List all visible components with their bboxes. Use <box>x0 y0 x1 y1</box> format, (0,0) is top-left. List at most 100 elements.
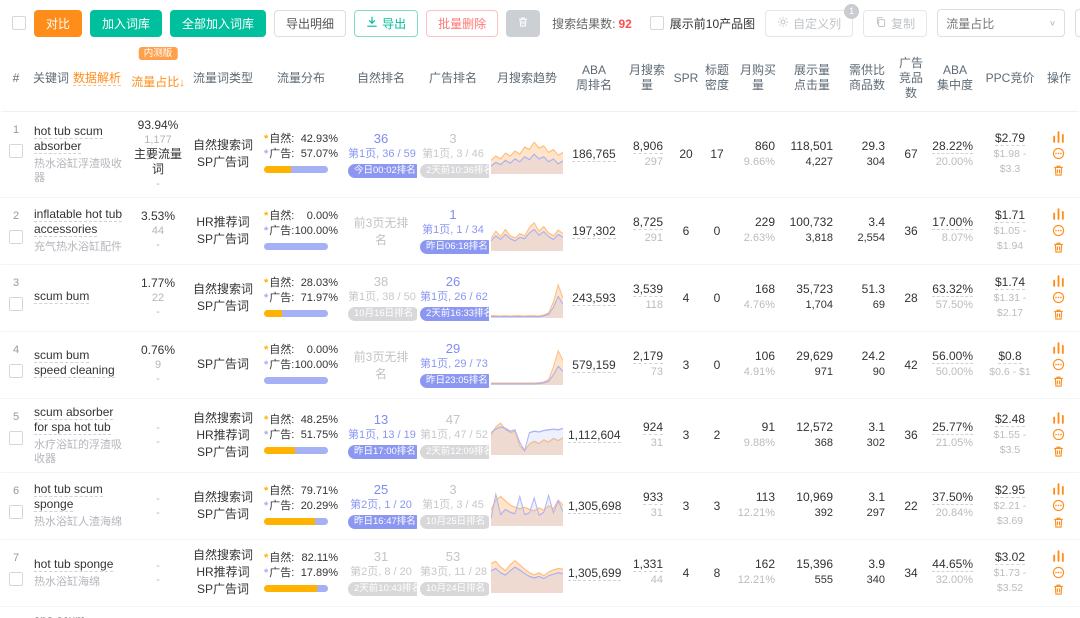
ppc-value[interactable]: $2.95 <box>994 482 1026 498</box>
more-icon[interactable] <box>1052 566 1066 580</box>
chart-icon[interactable] <box>1052 207 1066 221</box>
aba-rank-value[interactable]: 1,305,699 <box>568 565 622 581</box>
search-volume-value[interactable]: 933 <box>642 490 663 505</box>
chart-icon[interactable] <box>1052 411 1066 425</box>
chart-icon[interactable] <box>1052 482 1066 496</box>
rank-detail: 第1页, 13 / 19 <box>348 428 416 441</box>
export-detail-button[interactable]: 导出明细 <box>274 9 347 37</box>
row-checkbox[interactable] <box>9 571 23 586</box>
delete-icon[interactable] <box>1052 164 1066 178</box>
delete-icon[interactable] <box>1052 516 1066 530</box>
concentration-value[interactable]: 37.50% <box>932 490 973 505</box>
copy-button[interactable]: 复制 <box>863 9 928 37</box>
word-type-cell: 自然搜索词 HR推荐词 SP广告词 <box>189 398 257 473</box>
row-checkbox[interactable] <box>9 143 23 158</box>
concentration-value[interactable]: 25.77% <box>932 419 973 435</box>
trend-chart-cell[interactable] <box>489 331 565 399</box>
search-volume-value[interactable]: 924 <box>642 419 663 435</box>
delete-icon[interactable] <box>1052 308 1066 322</box>
ppc-value[interactable]: $0.8 <box>998 349 1022 364</box>
add-all-to-lexicon-button[interactable]: 全部加入词库 <box>170 9 267 37</box>
concentration-value[interactable]: 28.22% <box>932 138 973 154</box>
keyword-link[interactable]: spa scum absorber for hot tub <box>34 612 119 618</box>
customize-columns-button[interactable]: 自定义列 1 <box>765 3 860 37</box>
keyword-link[interactable]: scum absorber for spa hot tub <box>34 404 114 435</box>
concentration-value[interactable]: 17.00% <box>932 215 973 230</box>
concentration-value[interactable]: 56.00% <box>932 349 973 364</box>
compare-button[interactable]: 对比 <box>34 9 83 37</box>
more-icon[interactable] <box>1052 291 1066 305</box>
keyword-link[interactable]: hot tub scum sponge <box>34 482 103 512</box>
chart-icon[interactable] <box>1052 341 1066 355</box>
row-checkbox[interactable] <box>9 363 23 378</box>
trend-chart-cell[interactable] <box>489 606 565 618</box>
chart-icon[interactable] <box>1052 130 1066 144</box>
more-icon[interactable] <box>1052 428 1066 442</box>
keyword-link[interactable]: scum bum <box>34 288 90 304</box>
select-all-checkbox[interactable] <box>12 16 26 30</box>
batch-delete-button[interactable]: 批量删除 <box>426 9 499 37</box>
rank-value: 3 <box>449 482 457 497</box>
delete-icon[interactable] <box>1052 241 1066 255</box>
keyword-link[interactable]: hot tub scum absorber <box>34 123 103 154</box>
chart-icon[interactable] <box>1052 274 1066 288</box>
export-button[interactable]: 导出 <box>354 9 419 37</box>
aba-rank-value[interactable]: 186,765 <box>572 147 616 162</box>
aba-rank-value[interactable]: 1,305,698 <box>568 498 622 514</box>
metric-select[interactable]: 流量占比 ∨ <box>937 9 1066 37</box>
ad-rank-cell: 前3页无排名 <box>417 606 489 618</box>
row-checkbox[interactable] <box>9 504 23 519</box>
ppc-value[interactable]: $3.02 <box>994 549 1026 565</box>
trend-chart-cell[interactable] <box>489 264 565 332</box>
more-icon[interactable] <box>1052 358 1066 372</box>
row-checkbox[interactable] <box>9 229 23 244</box>
trash-button[interactable] <box>506 9 541 37</box>
ppc-value[interactable]: $2.48 <box>994 412 1026 427</box>
concentration-value[interactable]: 44.65% <box>932 557 973 572</box>
header-traffic-share[interactable]: 内测版 流量占比↓ <box>127 46 189 112</box>
ppc-value[interactable]: $1.74 <box>994 274 1026 290</box>
organic-rank-cell: 25 第2页, 1 / 20 昨日16:47排名 <box>345 472 417 540</box>
search-volume-value[interactable]: 8,906 <box>632 138 663 154</box>
ppc-value[interactable]: $2.79 <box>994 131 1026 146</box>
search-volume-value[interactable]: 1,331 <box>632 557 663 572</box>
show-products-toggle[interactable]: 展示前10产品图 <box>649 15 755 32</box>
chart-icon[interactable] <box>1052 549 1066 563</box>
aba-rank-value[interactable]: 1,112,604 <box>568 428 621 443</box>
trend-chart-cell[interactable] <box>489 472 565 540</box>
aba-rank-value[interactable]: 579,159 <box>572 357 616 373</box>
trend-chart-cell[interactable] <box>489 111 565 198</box>
natural-marker-icon: * <box>264 133 269 145</box>
aba-rank-value[interactable]: 197,302 <box>572 223 616 239</box>
ppc-value[interactable]: $1.71 <box>994 207 1026 223</box>
row-checkbox[interactable] <box>9 296 23 311</box>
keyword-link[interactable]: scum bum speed cleaning <box>34 348 115 378</box>
more-icon[interactable] <box>1052 499 1066 513</box>
show-products-checkbox[interactable] <box>649 16 664 30</box>
search-volume-value[interactable]: 3,539 <box>632 282 663 297</box>
trend-chart-cell[interactable] <box>489 197 565 265</box>
row-checkbox[interactable] <box>9 430 23 445</box>
delete-icon[interactable] <box>1052 445 1066 459</box>
search-volume-value[interactable]: 8,725 <box>632 215 663 230</box>
trend-chart-cell[interactable] <box>489 398 565 473</box>
distribution-bar <box>264 309 328 317</box>
share-line: 3.53% <box>140 209 176 223</box>
keyword-link[interactable]: hot tub sponge <box>34 556 114 572</box>
delete-icon[interactable] <box>1052 375 1066 389</box>
ad-rank-cell: 53 第3页, 11 / 28 10月24日排名 <box>417 539 489 607</box>
keyword-link[interactable]: inflatable hot tub accessories <box>34 207 123 237</box>
add-to-lexicon-button[interactable]: 加入词库 <box>90 9 163 37</box>
table-row: 7 hot tub sponge 热水浴缸海绵 -- 自然搜索词 HR推荐词 SP广… <box>1 539 1079 607</box>
data-analysis-link[interactable]: 数据解析 <box>73 70 122 86</box>
more-icon[interactable] <box>1052 147 1066 161</box>
supply-ratio-cell: 29.3 304 <box>841 111 893 198</box>
aba-rank-value[interactable]: 243,593 <box>572 290 616 306</box>
supply-ratio-cell: 51.3 69 <box>841 264 893 332</box>
more-icon[interactable] <box>1052 224 1066 238</box>
delete-icon[interactable] <box>1052 583 1066 597</box>
search-volume-value[interactable]: 2,179 <box>632 349 663 364</box>
trend-chart-cell[interactable] <box>489 539 565 607</box>
sort-order-select[interactable]: 降序 ∨ <box>1075 9 1080 37</box>
concentration-value[interactable]: 63.32% <box>932 282 973 297</box>
